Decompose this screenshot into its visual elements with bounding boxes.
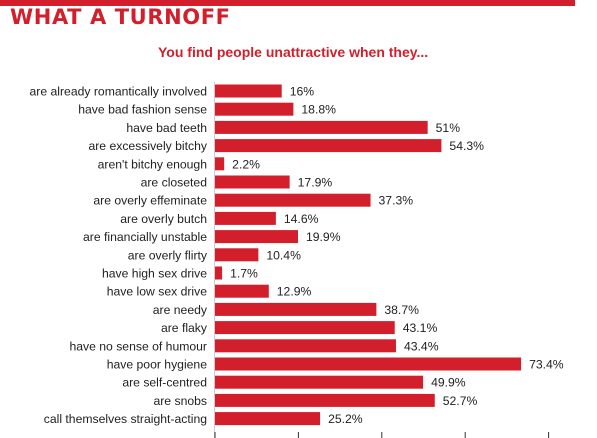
category-label: have bad teeth bbox=[126, 121, 207, 135]
value-label: 16% bbox=[290, 85, 315, 99]
bar bbox=[215, 211, 276, 225]
bar-row: are snobs 52.7% bbox=[153, 393, 478, 408]
bar bbox=[215, 357, 522, 371]
bar bbox=[215, 302, 377, 316]
bar bbox=[215, 266, 223, 280]
bar-row: are self-centred 49.9% bbox=[122, 375, 466, 390]
bar bbox=[215, 139, 442, 153]
category-label: are snobs bbox=[153, 394, 207, 408]
bar bbox=[215, 84, 282, 98]
value-label: 43.1% bbox=[403, 321, 438, 335]
bar-row: have bad fashion sense 18.8% bbox=[78, 102, 336, 117]
category-label: are closeted bbox=[141, 176, 207, 190]
bar-row: are flaky 43.1% bbox=[161, 321, 438, 335]
bar bbox=[215, 157, 225, 171]
bar-row: have high sex drive 1.7% bbox=[102, 266, 258, 281]
top-accent-bar bbox=[0, 0, 575, 6]
bar-row: are needy 38.7% bbox=[153, 302, 419, 317]
category-label: are financially unstable bbox=[83, 230, 207, 244]
chart-title: WHAT A TURNOFF bbox=[10, 5, 231, 29]
value-label: 14.6% bbox=[284, 212, 319, 226]
chart-subtitle: You find people unattractive when they..… bbox=[158, 44, 429, 60]
category-label: are self-centred bbox=[122, 376, 207, 390]
bar bbox=[215, 175, 290, 189]
category-label: are overly butch bbox=[120, 212, 207, 226]
bar-row: are excessively bitchy 54.3% bbox=[88, 139, 484, 153]
value-label: 17.9% bbox=[298, 176, 333, 190]
bar-row: aren't bitchy enough 2.2% bbox=[98, 157, 260, 171]
bar-row: are overly flirty 10.4% bbox=[128, 248, 301, 262]
bar bbox=[215, 102, 294, 116]
bar bbox=[215, 230, 298, 244]
value-label: 52.7% bbox=[443, 394, 478, 408]
category-label: call themselves straight-acting bbox=[44, 412, 207, 426]
bar-row: are already romantically involved 16% bbox=[30, 84, 315, 99]
bar bbox=[215, 393, 435, 407]
value-label: 73.4% bbox=[529, 358, 564, 372]
value-label: 10.4% bbox=[266, 248, 301, 262]
value-label: 49.9% bbox=[431, 376, 466, 390]
category-label: are overly effeminate bbox=[93, 194, 207, 208]
category-label: are already romantically involved bbox=[30, 85, 207, 99]
value-label: 19.9% bbox=[306, 230, 341, 244]
value-label: 54.3% bbox=[449, 139, 484, 153]
category-label: have no sense of humour bbox=[69, 339, 207, 353]
category-label: have high sex drive bbox=[102, 267, 207, 281]
value-label: 38.7% bbox=[384, 303, 419, 317]
category-label: aren't bitchy enough bbox=[98, 157, 207, 171]
bar-row: call themselves straight-acting 25.2% bbox=[44, 412, 363, 426]
bar-row: have poor hygiene 73.4% bbox=[107, 357, 564, 372]
bar bbox=[215, 120, 428, 134]
bar-row: are overly effeminate 37.3% bbox=[93, 193, 414, 208]
bar-row: are closeted 17.9% bbox=[141, 175, 333, 190]
bar-row: have no sense of humour 43.4% bbox=[69, 339, 439, 353]
category-label: are needy bbox=[153, 303, 208, 317]
bar bbox=[215, 339, 396, 353]
bar bbox=[215, 375, 424, 389]
bar bbox=[215, 412, 321, 426]
bar bbox=[215, 193, 371, 207]
bar-row: have low sex drive 12.9% bbox=[107, 284, 312, 299]
category-label: are overly flirty bbox=[128, 248, 208, 262]
category-label: have poor hygiene bbox=[107, 358, 208, 372]
bar-row: have bad teeth 51% bbox=[126, 121, 460, 135]
category-label: are excessively bitchy bbox=[88, 139, 207, 153]
value-label: 51% bbox=[436, 121, 461, 135]
value-label: 1.7% bbox=[230, 267, 258, 281]
bar bbox=[215, 284, 269, 298]
bar bbox=[215, 248, 259, 262]
bar bbox=[215, 321, 395, 335]
bar-row: are overly butch 14.6% bbox=[120, 211, 319, 226]
category-label: have bad fashion sense bbox=[78, 103, 207, 117]
category-label: are flaky bbox=[161, 321, 208, 335]
value-label: 12.9% bbox=[277, 285, 312, 299]
value-label: 2.2% bbox=[232, 157, 260, 171]
value-label: 43.4% bbox=[404, 339, 439, 353]
category-label: have low sex drive bbox=[107, 285, 207, 299]
value-label: 18.8% bbox=[301, 103, 336, 117]
value-label: 37.3% bbox=[379, 194, 414, 208]
value-label: 25.2% bbox=[328, 412, 363, 426]
bar-row: are financially unstable 19.9% bbox=[83, 230, 341, 244]
